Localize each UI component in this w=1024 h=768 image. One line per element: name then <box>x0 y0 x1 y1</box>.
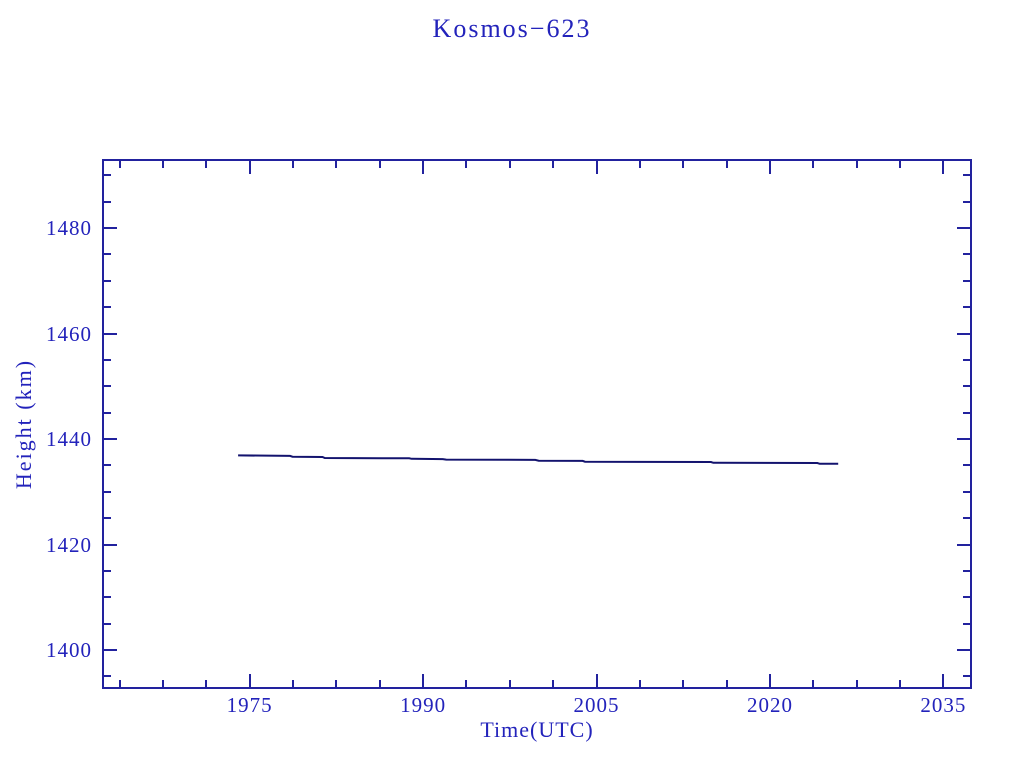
x-tick-label: 1990 <box>400 693 447 717</box>
y-tick-label: 1420 <box>46 532 92 557</box>
x-minor-tick <box>725 680 728 687</box>
x-minor-tick <box>812 680 815 687</box>
x-tick-label: 2005 <box>573 693 620 717</box>
x-minor-tick <box>508 680 511 687</box>
x-minor-tick <box>638 680 641 687</box>
x-minor-tick <box>725 161 728 168</box>
y-minor-tick <box>963 490 970 493</box>
y-minor-tick <box>104 464 111 467</box>
height-series-line <box>238 454 839 465</box>
x-major-tick <box>942 161 945 174</box>
y-minor-tick <box>104 675 111 678</box>
y-minor-tick <box>104 279 111 282</box>
y-minor-tick <box>963 675 970 678</box>
x-minor-tick <box>508 161 511 168</box>
y-major-tick <box>957 438 970 441</box>
y-tick-label: 1460 <box>46 321 92 346</box>
x-minor-tick <box>205 680 208 687</box>
y-major-tick <box>957 649 970 652</box>
x-minor-tick <box>335 680 338 687</box>
y-major-tick <box>104 227 117 229</box>
x-major-tick <box>422 674 425 687</box>
x-major-tick <box>768 161 771 174</box>
x-minor-tick <box>682 680 685 687</box>
y-minor-tick <box>963 622 970 625</box>
chart-title: Kosmos−623 <box>432 14 592 43</box>
x-tick-label: 2020 <box>746 693 793 717</box>
x-major-tick <box>248 161 251 174</box>
x-major-tick <box>768 674 771 687</box>
x-tick-label: 1975 <box>226 693 273 717</box>
y-minor-tick <box>963 596 970 599</box>
x-minor-tick <box>855 680 858 687</box>
y-minor-tick <box>104 517 111 520</box>
y-major-tick <box>104 438 117 441</box>
x-minor-tick <box>161 161 164 168</box>
y-minor-tick <box>963 358 970 361</box>
x-minor-tick <box>465 161 468 168</box>
y-minor-tick <box>104 490 111 493</box>
y-major-tick <box>104 649 117 652</box>
y-minor-tick <box>104 411 111 414</box>
x-minor-tick <box>335 161 338 168</box>
y-major-tick <box>104 332 117 335</box>
x-major-tick <box>595 674 598 687</box>
y-minor-tick <box>104 253 111 256</box>
y-major-tick <box>104 543 117 546</box>
x-minor-tick <box>552 680 555 687</box>
y-major-tick <box>957 543 970 546</box>
y-tick-label: 1480 <box>46 216 92 240</box>
x-minor-tick <box>118 161 121 168</box>
y-tick-label: 1440 <box>46 427 92 452</box>
x-minor-tick <box>378 680 381 687</box>
x-minor-tick <box>552 161 555 168</box>
plot-area: 1975 1990 2005 2020 2035 1400 1420 1440 1460 1480 <box>46 159 972 717</box>
y-minor-tick <box>963 279 970 282</box>
x-axis-title: Time(UTC) <box>480 717 594 742</box>
x-minor-tick <box>292 161 295 168</box>
y-minor-tick <box>963 174 970 177</box>
y-tick-label: 1400 <box>46 638 92 663</box>
y-minor-tick <box>104 596 111 599</box>
x-major-tick <box>248 674 251 687</box>
x-major-tick <box>595 161 598 174</box>
y-minor-tick <box>104 174 111 177</box>
x-minor-tick <box>899 161 902 168</box>
y-minor-tick <box>963 411 970 414</box>
y-minor-tick <box>104 569 111 572</box>
x-minor-tick <box>899 680 902 687</box>
x-minor-tick <box>161 680 164 687</box>
y-minor-tick <box>963 306 970 309</box>
x-minor-tick <box>465 680 468 687</box>
y-minor-tick <box>963 517 970 520</box>
y-minor-tick <box>963 200 970 203</box>
y-minor-tick <box>963 464 970 467</box>
y-minor-tick <box>104 358 111 361</box>
x-minor-tick <box>292 680 295 687</box>
x-minor-tick <box>205 161 208 168</box>
y-minor-tick <box>104 622 111 625</box>
y-major-tick <box>957 332 970 335</box>
x-minor-tick <box>118 680 121 687</box>
y-axis-title: Height (km) <box>11 358 36 490</box>
y-minor-tick <box>104 385 111 388</box>
x-major-tick <box>942 674 945 687</box>
x-minor-tick <box>682 161 685 168</box>
x-minor-tick <box>855 161 858 168</box>
y-minor-tick <box>963 253 970 256</box>
x-minor-tick <box>638 161 641 168</box>
y-major-tick <box>957 227 970 229</box>
y-minor-tick <box>104 200 111 203</box>
y-minor-tick <box>104 306 111 309</box>
x-minor-tick <box>812 161 815 168</box>
x-major-tick <box>422 161 425 174</box>
x-minor-tick <box>378 161 381 168</box>
x-tick-label: 2035 <box>920 693 967 717</box>
series-layer <box>238 454 839 465</box>
y-minor-tick <box>963 385 970 388</box>
y-minor-tick <box>963 569 970 572</box>
